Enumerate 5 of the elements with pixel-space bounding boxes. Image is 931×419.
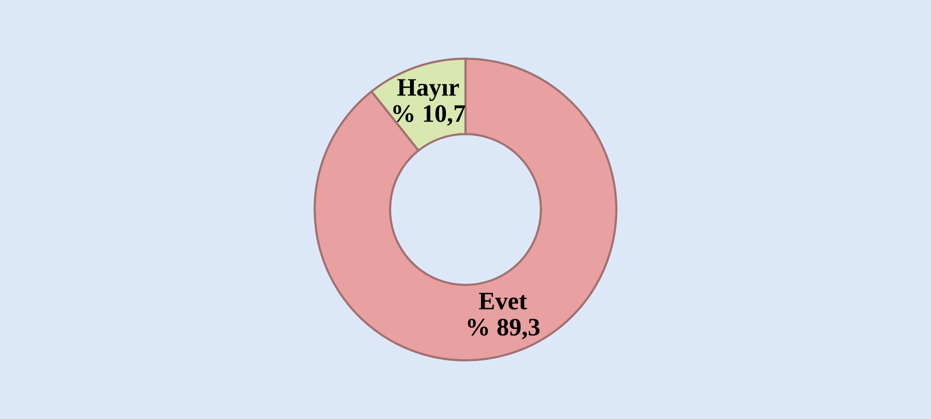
slice-label: Evet bbox=[478, 292, 528, 310]
donut-slice bbox=[314, 58, 618, 362]
slice-label: Hayır bbox=[397, 79, 459, 101]
data-label: % 89,3 bbox=[468, 318, 540, 340]
data-label: % 10,7 bbox=[393, 105, 466, 126]
